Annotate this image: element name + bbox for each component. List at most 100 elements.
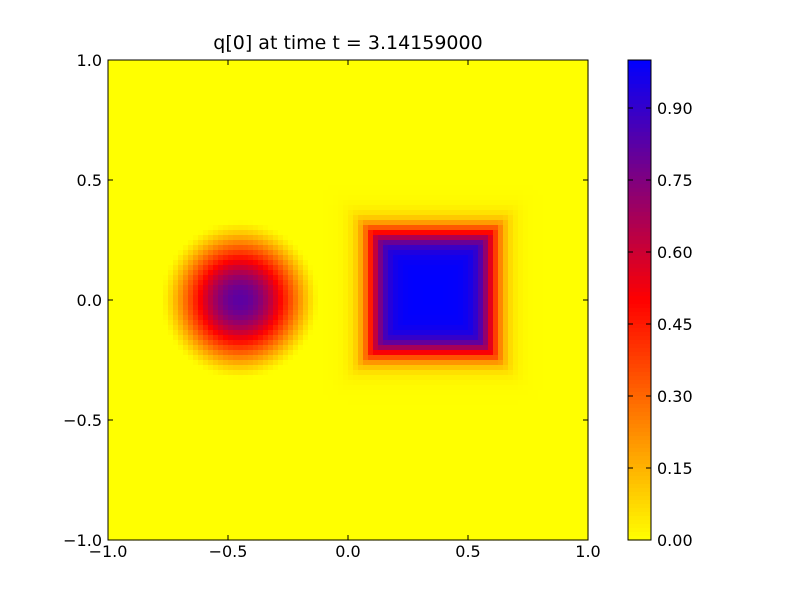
- heatmap-cell: [433, 290, 439, 296]
- heatmap-cell: [398, 190, 404, 196]
- heatmap-cell: [478, 290, 484, 296]
- heatmap-cell: [543, 150, 549, 156]
- heatmap-cell: [123, 155, 129, 161]
- heatmap-cell: [383, 290, 389, 296]
- heatmap-cell: [268, 185, 274, 191]
- heatmap-cell: [398, 315, 404, 321]
- heatmap-cell: [358, 75, 364, 81]
- heatmap-cell: [543, 265, 549, 271]
- heatmap-cell: [258, 180, 264, 186]
- heatmap-cell: [578, 115, 584, 121]
- heatmap-cell: [518, 200, 524, 206]
- heatmap-cell: [113, 160, 119, 166]
- heatmap-cell: [353, 120, 359, 126]
- heatmap-cell: [168, 120, 174, 126]
- heatmap-cell: [478, 65, 484, 71]
- heatmap-cell: [453, 150, 459, 156]
- heatmap-cell: [348, 235, 354, 241]
- heatmap-cell: [173, 85, 179, 91]
- heatmap-cell: [183, 185, 189, 191]
- heatmap-cell: [423, 295, 429, 301]
- heatmap-cell: [293, 85, 299, 91]
- heatmap-cell: [523, 160, 529, 166]
- heatmap-cell: [418, 260, 424, 266]
- heatmap-cell: [583, 160, 589, 166]
- heatmap-cell: [258, 230, 264, 236]
- heatmap-cell: [478, 185, 484, 191]
- heatmap-cell: [558, 290, 564, 296]
- heatmap-cell: [233, 275, 239, 281]
- heatmap-cell: [378, 170, 384, 176]
- heatmap-cell: [378, 165, 384, 171]
- heatmap-cell: [363, 60, 369, 66]
- heatmap-cell: [158, 260, 164, 266]
- heatmap-cell: [108, 185, 114, 191]
- heatmap-cell: [238, 130, 244, 136]
- heatmap-cell: [248, 185, 254, 191]
- heatmap-cell: [333, 315, 339, 321]
- heatmap-cell: [508, 165, 514, 171]
- heatmap-cell: [223, 120, 229, 126]
- heatmap-cell: [213, 235, 219, 241]
- heatmap-cell: [303, 310, 309, 316]
- heatmap-cell: [513, 240, 519, 246]
- heatmap-cell: [518, 295, 524, 301]
- heatmap-cell: [168, 200, 174, 206]
- heatmap-cell: [308, 240, 314, 246]
- heatmap-cell: [438, 200, 444, 206]
- heatmap-cell: [453, 110, 459, 116]
- heatmap-cell: [493, 255, 499, 261]
- heatmap-cell: [438, 70, 444, 76]
- heatmap-cell: [133, 130, 139, 136]
- heatmap-cell: [118, 240, 124, 246]
- heatmap-cell: [443, 270, 449, 276]
- heatmap-cell: [488, 225, 494, 231]
- heatmap-cell: [308, 150, 314, 156]
- heatmap-cell: [313, 90, 319, 96]
- heatmap-cell: [223, 195, 229, 201]
- heatmap-cell: [338, 245, 344, 251]
- heatmap-cell: [298, 145, 304, 151]
- heatmap-cell: [343, 100, 349, 106]
- heatmap-cell: [188, 100, 194, 106]
- heatmap-cell: [503, 300, 509, 306]
- heatmap-cell: [363, 280, 369, 286]
- heatmap-cell: [268, 290, 274, 296]
- heatmap-cell: [213, 120, 219, 126]
- heatmap-cell: [328, 65, 334, 71]
- heatmap-cell: [318, 90, 324, 96]
- heatmap-cell: [443, 275, 449, 281]
- heatmap-cell: [333, 150, 339, 156]
- heatmap-cell: [448, 125, 454, 131]
- heatmap-cell: [233, 305, 239, 311]
- heatmap-cell: [118, 135, 124, 141]
- heatmap-cell: [218, 80, 224, 86]
- heatmap-cell: [568, 165, 574, 171]
- heatmap-cell: [543, 290, 549, 296]
- heatmap-cell: [308, 205, 314, 211]
- heatmap-cell: [143, 270, 149, 276]
- heatmap-cell: [323, 120, 329, 126]
- heatmap-cell: [463, 115, 469, 121]
- heatmap-cell: [503, 195, 509, 201]
- heatmap-cell: [343, 185, 349, 191]
- heatmap-cell: [203, 265, 209, 271]
- heatmap-cell: [443, 190, 449, 196]
- heatmap-cell: [163, 290, 169, 296]
- heatmap-cell: [338, 190, 344, 196]
- heatmap-cell: [488, 220, 494, 226]
- heatmap-cell: [203, 250, 209, 256]
- heatmap-cell: [503, 240, 509, 246]
- heatmap-cell: [263, 190, 269, 196]
- heatmap-cell: [308, 75, 314, 81]
- heatmap-cell: [153, 295, 159, 301]
- heatmap-cell: [508, 100, 514, 106]
- heatmap-cell: [278, 70, 284, 76]
- heatmap-cell: [538, 285, 544, 291]
- heatmap-cell: [533, 245, 539, 251]
- heatmap-cell: [533, 310, 539, 316]
- heatmap-cell: [118, 205, 124, 211]
- heatmap-cell: [458, 100, 464, 106]
- heatmap-cell: [208, 295, 214, 301]
- heatmap-cell: [378, 110, 384, 116]
